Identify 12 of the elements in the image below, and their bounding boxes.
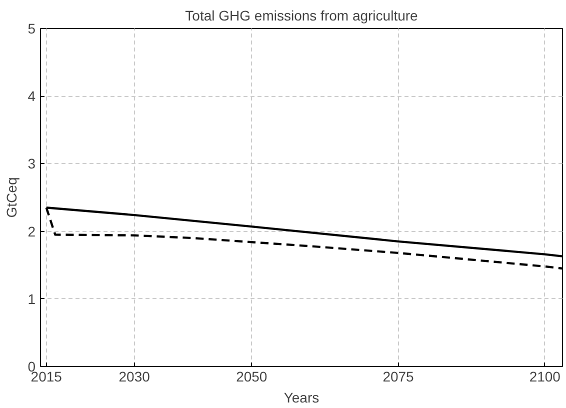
y-axis-title: GtCeq xyxy=(4,177,20,218)
x-axis-title: Years xyxy=(284,390,320,406)
y-tick-label: 2 xyxy=(28,223,36,240)
y-tick-label: 1 xyxy=(28,290,36,307)
y-tick-label: 4 xyxy=(28,88,36,104)
x-tick-label: 2030 xyxy=(118,368,150,384)
y-tick-label: 5 xyxy=(28,20,36,36)
x-tick-label: 2050 xyxy=(236,368,268,384)
chart-title: Total GHG emissions from agriculture xyxy=(185,8,418,24)
x-tick-label: 2100 xyxy=(529,368,561,384)
x-tick-label: 2075 xyxy=(382,368,414,384)
y-tick-label: 3 xyxy=(28,156,36,172)
